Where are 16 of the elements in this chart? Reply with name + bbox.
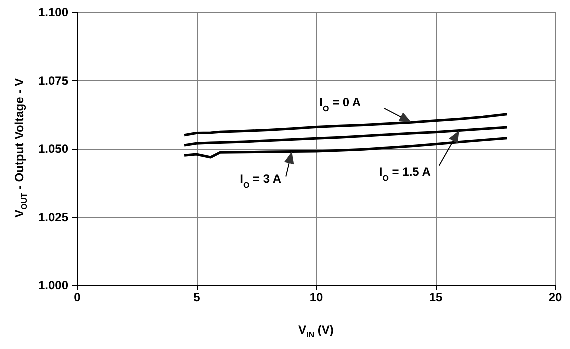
series-label: I$_{O}$ = 3 A	[240, 172, 282, 190]
x-axis-title: V$_{IN}$ (V)	[298, 323, 334, 340]
y-tick-label: 1.050	[38, 142, 69, 156]
line-series	[183, 113, 508, 137]
x-tick-label: 0	[74, 290, 82, 304]
y-tick-label: 1.075	[38, 74, 69, 88]
series-label: I$_{O}$ = 0 A	[320, 96, 362, 114]
x-tick-label: 5	[194, 290, 201, 304]
y-tick-label: 1.025	[38, 210, 69, 224]
text: I$_{O}$ = 1.5 A	[379, 164, 432, 182]
x-tick-label: 10	[310, 290, 324, 304]
y-tick-label: 1.100	[38, 6, 69, 20]
x-tick-label: 15	[429, 290, 443, 304]
line-series	[183, 126, 508, 147]
y-tick-label: 1.000	[38, 278, 69, 292]
x-tick-label: 20	[548, 290, 562, 304]
